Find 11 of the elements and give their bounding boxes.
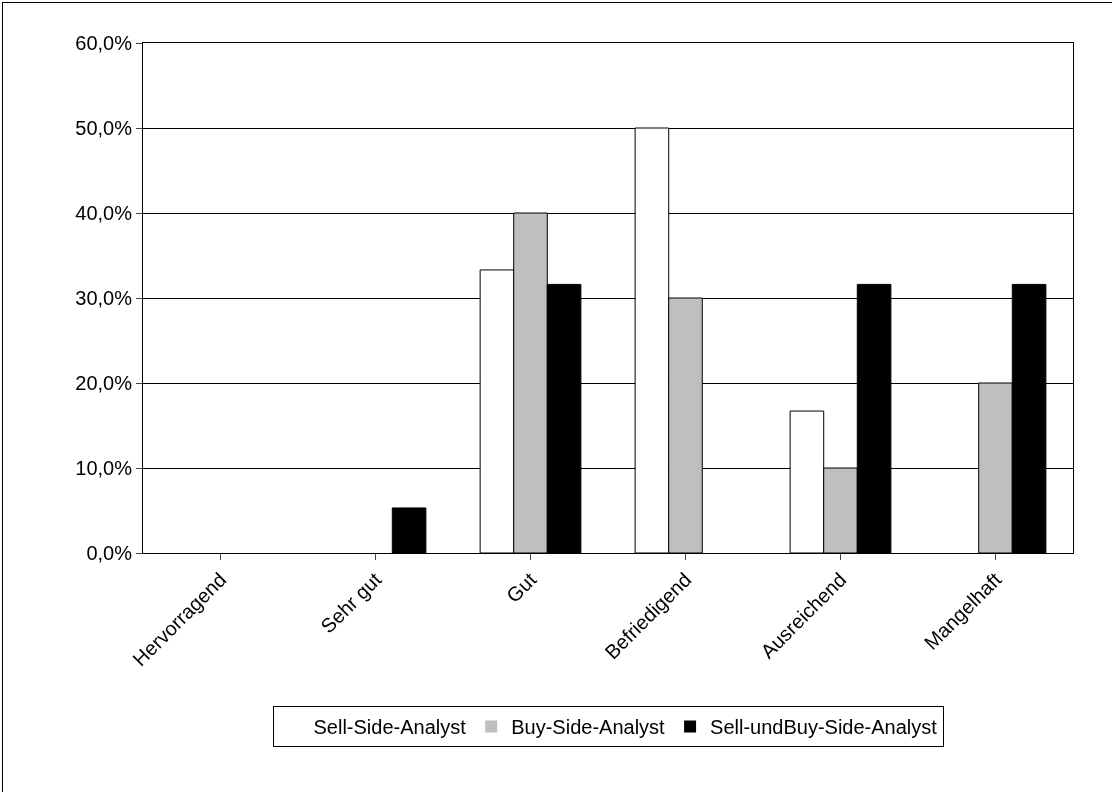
y-tick-label: 10,0% (75, 457, 133, 479)
y-tick-label: 60,0% (75, 32, 133, 54)
y-tick-label: 40,0% (75, 202, 133, 224)
y-tick-label: 50,0% (75, 117, 133, 139)
y-tick-label: 30,0% (75, 287, 133, 309)
text: Sell-Side-Analyst (313, 716, 467, 739)
legend-label: Sell-undBuy-Side-Analyst (710, 716, 938, 739)
y-tick-label: 0,0% (86, 542, 133, 564)
y-tick-label: 20,0% (75, 372, 133, 394)
legend-label: Buy-Side-Analyst (511, 716, 666, 739)
x-tick-label: Gut (502, 568, 541, 607)
